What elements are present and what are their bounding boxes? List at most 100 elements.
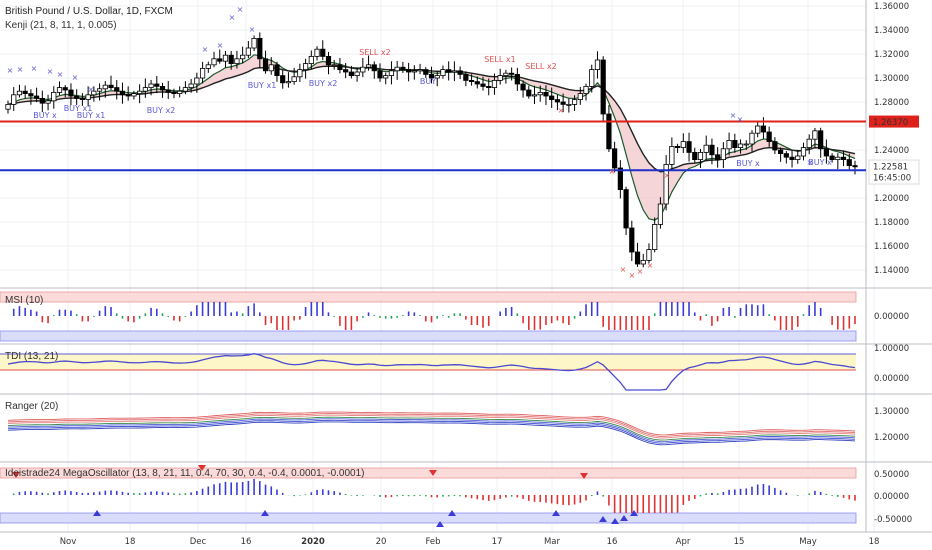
candle	[365, 64, 372, 68]
candle	[594, 59, 601, 71]
candle	[760, 125, 767, 133]
candle	[360, 66, 366, 73]
candle	[772, 141, 778, 151]
candle	[79, 98, 85, 101]
candle	[171, 92, 177, 95]
candle	[285, 81, 292, 84]
pane-axis-tick: 0.00000	[874, 312, 909, 322]
candle	[211, 58, 217, 66]
buy-marker: ×	[57, 70, 64, 79]
candle	[102, 84, 108, 90]
signal-label: BUY x1	[64, 104, 93, 113]
candle	[789, 156, 795, 160]
candle	[846, 159, 852, 167]
candle	[320, 48, 326, 57]
candle	[377, 70, 383, 79]
candle	[669, 145, 675, 165]
candle	[612, 148, 618, 169]
candle	[177, 90, 183, 94]
msi-pane-label: MSI (10)	[5, 295, 44, 306]
candle	[251, 38, 257, 49]
candle	[571, 99, 578, 105]
candle	[440, 69, 446, 76]
candle	[217, 58, 223, 62]
candle	[188, 83, 194, 88]
candle	[182, 87, 189, 92]
signal-label: SELL x2	[525, 62, 556, 71]
candle	[623, 189, 629, 229]
candle	[812, 130, 818, 140]
kenji-indicator-label: Kenji (21, 8, 11, 1, 0.005)	[5, 20, 117, 31]
price-axis-tick: 1.16000	[874, 242, 909, 252]
price-axis-tick: 1.14000	[874, 266, 909, 276]
candle	[543, 92, 549, 97]
candle	[417, 69, 423, 72]
pane-axis-tick: 1.30000	[874, 407, 909, 417]
x-axis-tick: Nov	[60, 537, 77, 547]
candle	[457, 70, 463, 75]
price-axis-tick: 1.32000	[874, 50, 909, 60]
candle	[194, 77, 200, 85]
candle	[743, 143, 749, 146]
mega-buy-triangle	[261, 510, 269, 516]
x-axis-tick: 20	[376, 537, 387, 547]
sell-marker: ×	[558, 106, 565, 115]
x-axis-tick: Feb	[425, 537, 440, 547]
candle	[720, 148, 726, 161]
last-price-time: 16:45:00	[873, 174, 911, 184]
price-axis-tick: 1.36000	[874, 2, 909, 12]
candle	[400, 66, 406, 70]
candle	[554, 99, 561, 103]
candle	[646, 249, 652, 261]
candle	[371, 64, 377, 72]
pane-axis-tick: 0.50000	[874, 470, 909, 480]
candle	[640, 259, 646, 265]
candle	[732, 139, 738, 148]
candle	[589, 69, 595, 87]
candle	[337, 64, 343, 71]
candle	[783, 153, 789, 158]
ma-cloud	[8, 54, 855, 221]
candle	[51, 92, 57, 102]
candle	[62, 87, 68, 91]
candle	[537, 92, 543, 96]
buy-marker: ×	[217, 41, 224, 50]
ranger-line	[7, 418, 856, 443]
candle	[343, 69, 349, 73]
ranger-line	[7, 413, 856, 437]
candle	[406, 69, 412, 73]
pane-axis-tick: 0.00000	[874, 492, 909, 502]
sell-marker: ×	[664, 171, 671, 180]
mega-buy-triangle	[552, 510, 560, 516]
mega-buy-triangle	[630, 510, 638, 516]
candle	[96, 88, 103, 92]
x-axis-tick: 15	[734, 537, 745, 547]
chart-title: British Pound / U.S. Dollar, 1D, FXCM	[5, 6, 173, 17]
buy-marker: ×	[249, 25, 256, 34]
buy-marker: ×	[202, 45, 209, 54]
signal-label: SELL x1	[484, 55, 515, 64]
x-axis-tick: 2020	[301, 537, 325, 547]
candle	[423, 69, 429, 75]
x-axis-tick: May	[799, 537, 817, 547]
candle	[268, 64, 274, 72]
ranger-line	[7, 421, 856, 446]
buy-marker: ×	[88, 85, 95, 94]
ranger-line	[7, 419, 856, 444]
candle	[806, 138, 812, 148]
signal-label: BUY x2	[309, 79, 338, 88]
candle	[5, 104, 11, 110]
candle	[240, 54, 246, 60]
candle	[434, 75, 440, 79]
mega-sell-triangle	[198, 465, 206, 471]
signal-label: BUY x	[736, 159, 760, 168]
signal-label: BUY	[420, 77, 436, 86]
candle	[566, 104, 572, 106]
signal-label: BUY x1	[77, 111, 106, 120]
candle	[119, 90, 126, 96]
candle	[715, 154, 721, 161]
candle	[829, 155, 835, 160]
candle	[600, 59, 606, 115]
signal-label: BUY x	[808, 158, 832, 167]
